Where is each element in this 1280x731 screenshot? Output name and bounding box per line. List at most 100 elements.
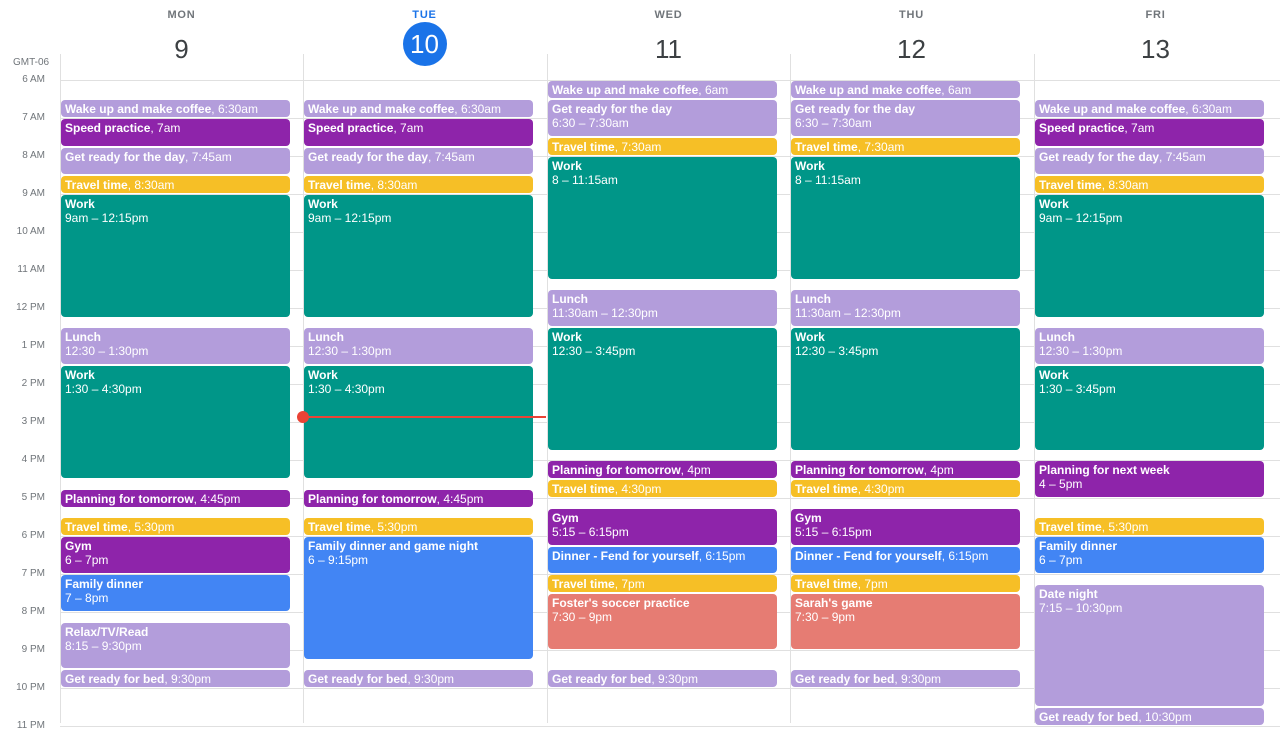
calendar-event[interactable]: Work 9am – 12:15pm — [61, 195, 290, 317]
calendar-event[interactable]: Wake up and make coffee, 6:30am — [1035, 100, 1264, 117]
calendar-event[interactable]: Date night 7:15 – 10:30pm — [1035, 584, 1264, 706]
calendar-event[interactable]: Work 8 – 11:15am — [791, 157, 1020, 279]
event-time: , 8:30am — [127, 178, 175, 192]
calendar-event[interactable]: Planning for tomorrow, 4:45pm — [61, 489, 290, 507]
calendar-event[interactable]: Wake up and make coffee, 6am — [548, 81, 777, 98]
calendar-event[interactable]: Get ready for the day 6:30 – 7:30am — [548, 100, 777, 136]
calendar-event[interactable]: Get ready for bed, 9:30pm — [548, 670, 777, 687]
day-number[interactable]: 10 — [402, 22, 447, 66]
calendar-event[interactable]: Family dinner 7 – 8pm — [61, 575, 290, 611]
event-time: , 10:30pm — [1138, 710, 1192, 724]
calendar-event[interactable]: Wake up and make coffee, 6am — [791, 81, 1020, 98]
event-time: , 6:30am — [1185, 102, 1232, 116]
calendar-event[interactable]: Work 8 – 11:15am — [548, 157, 777, 279]
calendar-event[interactable]: Travel time, 8:30am — [1035, 176, 1264, 193]
day-of-week-label: FRI — [1145, 9, 1166, 21]
event-title: Get ready for bed — [552, 672, 652, 686]
day-number[interactable]: 12 — [897, 34, 926, 64]
calendar-event[interactable]: Work 1:30 – 4:30pm — [304, 366, 533, 478]
calendar-event[interactable]: Gym 5:15 – 6:15pm — [791, 508, 1020, 545]
day-header-fri[interactable]: FRI 13 — [1034, 0, 1277, 74]
calendar-event[interactable]: Travel time, 7:30am — [548, 138, 777, 155]
day-column-divider — [547, 54, 548, 723]
calendar-event[interactable]: Speed practice, 7am — [61, 119, 290, 146]
calendar-event[interactable]: Travel time, 4:30pm — [791, 480, 1020, 497]
calendar-event[interactable]: Sarah's game 7:30 – 9pm — [791, 594, 1020, 649]
calendar-event[interactable]: Travel time, 7:30am — [791, 138, 1020, 155]
calendar-event[interactable]: Travel time, 7pm — [791, 575, 1020, 592]
week-grid[interactable]: 6 AM 7 AM 8 AM 9 AM 10 AM 11 AM 12 PM 1 PM 2 PM 3… — [0, 54, 1280, 731]
calendar-event[interactable]: Get ready for bed, 9:30pm — [61, 670, 290, 687]
calendar-event[interactable]: Family dinner 6 – 7pm — [1035, 537, 1264, 573]
hour-label: 1 PM — [21, 340, 45, 351]
calendar-event[interactable]: Speed practice, 7am — [304, 119, 533, 146]
hour-label: 4 PM — [21, 454, 45, 465]
day-number[interactable]: 9 — [174, 34, 189, 64]
calendar-event[interactable]: Get ready for bed, 9:30pm — [791, 670, 1020, 687]
calendar-event[interactable]: Relax/TV/Read 8:15 – 9:30pm — [61, 622, 290, 668]
calendar-event[interactable]: Get ready for bed, 10:30pm — [1035, 708, 1264, 725]
calendar-event[interactable]: Lunch 12:30 – 1:30pm — [1035, 328, 1264, 364]
calendar-event[interactable]: Work 1:30 – 4:30pm — [61, 366, 290, 478]
calendar-event[interactable]: Planning for tomorrow, 4:45pm — [304, 489, 533, 507]
event-time: , 9:30pm — [164, 672, 212, 686]
day-header-wed[interactable]: WED 11 — [547, 0, 790, 74]
calendar-event[interactable]: Foster's soccer practice 7:30 – 9pm — [548, 594, 777, 649]
calendar-event[interactable]: Planning for tomorrow, 4pm — [548, 461, 777, 478]
hour-label: 10 PM — [16, 682, 45, 693]
calendar-event[interactable]: Travel time, 8:30am — [61, 176, 290, 193]
calendar-event[interactable]: Get ready for the day, 7:45am — [304, 147, 533, 174]
event-title: Gym — [552, 510, 579, 525]
calendar-event[interactable]: Dinner - Fend for yourself, 6:15pm — [548, 546, 777, 573]
day-of-week-label: WED — [654, 9, 683, 21]
calendar-event[interactable]: Work 12:30 – 3:45pm — [548, 328, 777, 450]
event-time: , 7:30am — [857, 140, 905, 154]
event-time-range: 4 – 5pm — [1039, 477, 1083, 491]
day-number[interactable]: 13 — [1141, 34, 1170, 64]
event-title: Planning for tomorrow — [552, 463, 681, 477]
calendar-event[interactable]: Travel time, 4:30pm — [548, 480, 777, 497]
calendar-event[interactable]: Gym 5:15 – 6:15pm — [548, 508, 777, 545]
calendar-event[interactable]: Travel time, 5:30pm — [61, 518, 290, 535]
day-header-mon[interactable]: MON 9 — [60, 0, 303, 74]
day-number[interactable]: 11 — [655, 34, 682, 64]
calendar-event[interactable]: Get ready for the day, 7:45am — [1035, 147, 1264, 174]
calendar-event[interactable]: Gym 6 – 7pm — [61, 537, 290, 573]
calendar-event[interactable]: Travel time, 5:30pm — [304, 518, 533, 535]
hour-gridline — [60, 498, 1280, 499]
event-time: , 6:30am — [211, 102, 258, 116]
calendar-event[interactable]: Travel time, 7pm — [548, 575, 777, 592]
event-time: , 7am — [1124, 121, 1155, 135]
calendar-event[interactable]: Get ready for the day 6:30 – 7:30am — [791, 100, 1020, 136]
calendar-event[interactable]: Speed practice, 7am — [1035, 119, 1264, 146]
event-time-range: 12:30 – 1:30pm — [65, 344, 149, 358]
calendar-event[interactable]: Lunch 12:30 – 1:30pm — [61, 328, 290, 364]
event-time: , 4:45pm — [436, 491, 484, 506]
calendar-event[interactable]: Work 12:30 – 3:45pm — [791, 328, 1020, 450]
event-time-range: 12:30 – 3:45pm — [552, 344, 636, 358]
calendar-event[interactable]: Lunch 12:30 – 1:30pm — [304, 328, 533, 364]
event-title: Get ready for the day — [308, 149, 429, 164]
calendar-event[interactable]: Get ready for the day, 7:45am — [61, 147, 290, 174]
calendar-event[interactable]: Planning for next week 4 – 5pm — [1035, 461, 1264, 497]
calendar-event[interactable]: Travel time, 8:30am — [304, 176, 533, 193]
calendar-event[interactable]: Wake up and make coffee, 6:30am — [61, 100, 290, 117]
calendar-event[interactable]: Family dinner and game night 6 – 9:15pm — [304, 537, 533, 659]
calendar-event[interactable]: Work 1:30 – 3:45pm — [1035, 366, 1264, 450]
calendar-event[interactable]: Lunch 11:30am – 12:30pm — [791, 290, 1020, 326]
hour-label: 8 PM — [21, 606, 45, 617]
calendar-event[interactable]: Dinner - Fend for yourself, 6:15pm — [791, 546, 1020, 573]
event-time: , 4:30pm — [614, 482, 662, 496]
calendar-event[interactable]: Wake up and make coffee, 6:30am — [304, 100, 533, 117]
calendar-event[interactable]: Lunch 11:30am – 12:30pm — [548, 290, 777, 326]
calendar-event[interactable]: Work 9am – 12:15pm — [1035, 195, 1264, 317]
hour-label: 6 PM — [21, 530, 45, 541]
event-time: , 9:30pm — [651, 672, 699, 686]
calendar-event[interactable]: Get ready for bed, 9:30pm — [304, 670, 533, 687]
calendar-event[interactable]: Work 9am – 12:15pm — [304, 195, 533, 317]
day-header-tue[interactable]: TUE 10 — [303, 0, 546, 74]
calendar-event[interactable]: Travel time, 5:30pm — [1035, 518, 1264, 535]
day-header-thu[interactable]: THU 12 — [790, 0, 1033, 74]
hour-gridline — [60, 80, 1280, 81]
calendar-event[interactable]: Planning for tomorrow, 4pm — [791, 461, 1020, 478]
